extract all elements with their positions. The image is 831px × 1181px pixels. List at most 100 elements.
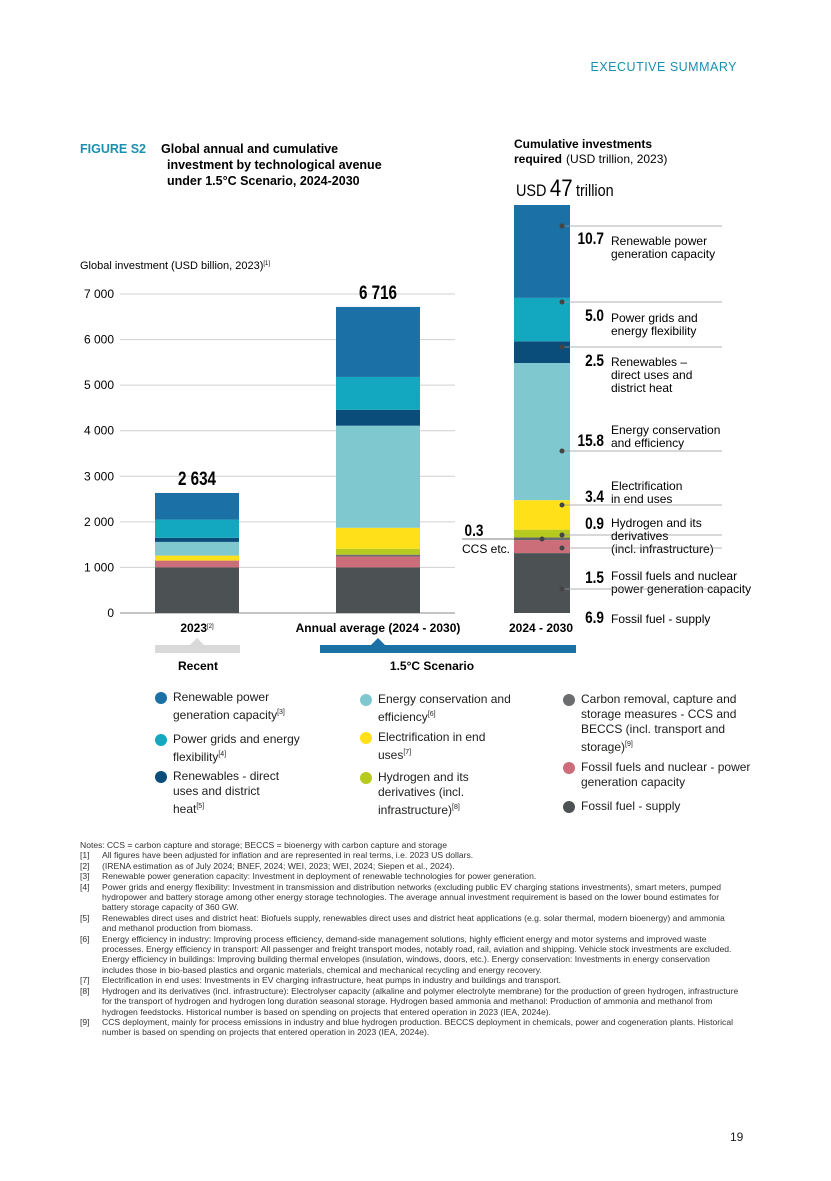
note-marker: [9] bbox=[80, 1016, 90, 1027]
note: [6] Energy efficiency in industry: Improv… bbox=[80, 934, 740, 976]
cumulative-segment bbox=[514, 297, 570, 342]
legend-ref: [7] bbox=[403, 749, 412, 756]
callout-dot bbox=[559, 545, 565, 551]
legend-text: Fossil fuel - supply bbox=[581, 799, 680, 814]
callout-name: Renewable power bbox=[611, 234, 707, 248]
cumulative-segment bbox=[514, 362, 570, 501]
callout-name: district heat bbox=[611, 381, 673, 395]
legend-label: Electrification in end uses bbox=[378, 730, 486, 762]
note-marker: [8] bbox=[80, 985, 90, 996]
callout-name: and efficiency bbox=[611, 436, 684, 450]
callout-value: 15.8 bbox=[578, 432, 605, 451]
y-tick-label: 7 000 bbox=[84, 287, 114, 301]
x-tick-label: Annual average (2024 - 2030) bbox=[296, 621, 461, 635]
note-marker: [1] bbox=[80, 850, 90, 861]
callout-name: Power grids and bbox=[611, 311, 698, 325]
note-text: Power grids and energy flexibility: Inve… bbox=[102, 881, 722, 913]
legend-label: Fossil fuel - supply bbox=[581, 799, 681, 813]
note-marker: [2] bbox=[80, 860, 90, 871]
legend-label: Carbon removal, capture and storage meas… bbox=[581, 692, 737, 754]
legend-label: Power grids and energy flexibility bbox=[173, 732, 300, 764]
total-label: 2 634 bbox=[178, 467, 216, 489]
x-tick-text: Annual average (2024 - 2030) bbox=[296, 621, 461, 635]
callout-dot bbox=[559, 532, 565, 538]
note-marker: [7] bbox=[80, 975, 90, 986]
note-text: CCS = carbon capture and storage; BECCS … bbox=[106, 840, 447, 850]
legend-ref: [6] bbox=[427, 711, 436, 718]
notes: Notes: CCS = carbon capture and storage; … bbox=[80, 840, 740, 1038]
legend-swatch bbox=[155, 771, 167, 783]
total-value: 47 bbox=[550, 174, 573, 201]
figure: EXECUTIVE SUMMARY FIGURE S2 Global annua… bbox=[80, 60, 751, 673]
bar-segment bbox=[155, 567, 239, 613]
callout-dot bbox=[559, 448, 565, 454]
cumulative-total: USD 47 trillion bbox=[516, 174, 614, 201]
y-axis-label-main: Global investment bbox=[80, 260, 168, 272]
callout-name: direct uses and bbox=[611, 368, 692, 382]
group-pointer bbox=[371, 638, 385, 645]
y-tick-label: 0 bbox=[107, 606, 114, 620]
bar-segment bbox=[336, 306, 420, 377]
legend-ref: [9] bbox=[625, 741, 633, 748]
callout-value: 5.0 bbox=[585, 307, 604, 326]
note-text: Renewable power generation capacity: Inv… bbox=[102, 871, 537, 882]
cumulative-unit: (USD trillion, 2023) bbox=[566, 152, 667, 166]
bar-segment bbox=[336, 409, 420, 426]
legend-label: Fossil fuels and nuclear - power generat… bbox=[581, 760, 751, 789]
total-suffix: trillion bbox=[576, 182, 614, 200]
bar-segment bbox=[336, 548, 420, 555]
legend-item: Hydrogen and its derivatives (incl. infr… bbox=[360, 770, 520, 818]
bar-segment bbox=[336, 567, 420, 613]
legend-text: Renewables - direct uses and district he… bbox=[173, 769, 285, 817]
note-text: All figures have been adjusted for infla… bbox=[102, 850, 474, 861]
note-marker: [5] bbox=[80, 912, 90, 923]
callout-dot bbox=[559, 299, 565, 305]
cumulative-title: Cumulative investments bbox=[514, 137, 652, 151]
note-text: Energy efficiency in industry: Improving… bbox=[102, 933, 732, 975]
figure-title: investment by technological avenue bbox=[167, 158, 382, 172]
figure-label: FIGURE S2 bbox=[80, 142, 146, 156]
note-text: Hydrogen and its derivatives (incl. infr… bbox=[102, 985, 739, 1017]
cumulative-segment bbox=[514, 341, 570, 363]
note: [3] Renewable power generation capacity: … bbox=[80, 871, 740, 881]
y-tick-label: 3 000 bbox=[84, 469, 114, 483]
figure-title: Global annual and cumulative bbox=[161, 142, 338, 156]
legend-item: Power grids and energy flexibility[4] bbox=[155, 732, 315, 765]
y-axis-ref: [1] bbox=[263, 261, 270, 267]
bar-segment bbox=[155, 519, 239, 538]
x-tick-text: 2023 bbox=[180, 621, 207, 635]
x-tick-ref: [2] bbox=[207, 624, 214, 630]
callout-name: Fossil fuels and nuclear bbox=[611, 569, 737, 583]
callout-name: generation capacity bbox=[611, 247, 715, 261]
callout-name: (incl. infrastructure) bbox=[611, 542, 714, 556]
page-number: 19 bbox=[730, 1130, 744, 1144]
note-marker: [6] bbox=[80, 933, 90, 944]
legend-text: Carbon removal, capture and storage meas… bbox=[581, 692, 768, 755]
callout-dot bbox=[559, 586, 565, 592]
legend-text: Power grids and energy flexibility[4] bbox=[173, 732, 315, 765]
legend-ref: [4] bbox=[218, 751, 227, 758]
bar-segment bbox=[336, 527, 420, 549]
y-tick-label: 2 000 bbox=[84, 515, 114, 529]
y-tick-label: 1 000 bbox=[84, 560, 114, 574]
callout-dot bbox=[559, 502, 565, 508]
figure-title: under 1.5°C Scenario, 2024-2030 bbox=[167, 174, 360, 188]
note: [9] CCS deployment, mainly for process em… bbox=[80, 1017, 740, 1038]
legend-swatch bbox=[563, 801, 575, 813]
bar-segment bbox=[336, 425, 420, 528]
group-label: Recent bbox=[178, 659, 218, 673]
total-label: 6 716 bbox=[359, 281, 397, 303]
bar-segment bbox=[336, 554, 420, 557]
bar-segment bbox=[336, 556, 420, 568]
cumulative-title-line: required bbox=[514, 152, 562, 166]
group-bar bbox=[320, 645, 576, 653]
legend-item: Energy conservation and efficiency[6] bbox=[360, 692, 515, 725]
legend-item: Fossil fuel - supply bbox=[563, 799, 763, 814]
callout-dot bbox=[539, 536, 545, 542]
note-text: Electrification in end uses: Investments… bbox=[102, 975, 562, 986]
total-prefix: USD bbox=[516, 182, 546, 200]
callout-value: 6.9 bbox=[585, 609, 604, 628]
legend-item: Renewables - direct uses and district he… bbox=[155, 769, 285, 817]
note: [7] Electrification in end uses: Investme… bbox=[80, 975, 740, 985]
callout-name: Hydrogen and its bbox=[611, 516, 702, 530]
